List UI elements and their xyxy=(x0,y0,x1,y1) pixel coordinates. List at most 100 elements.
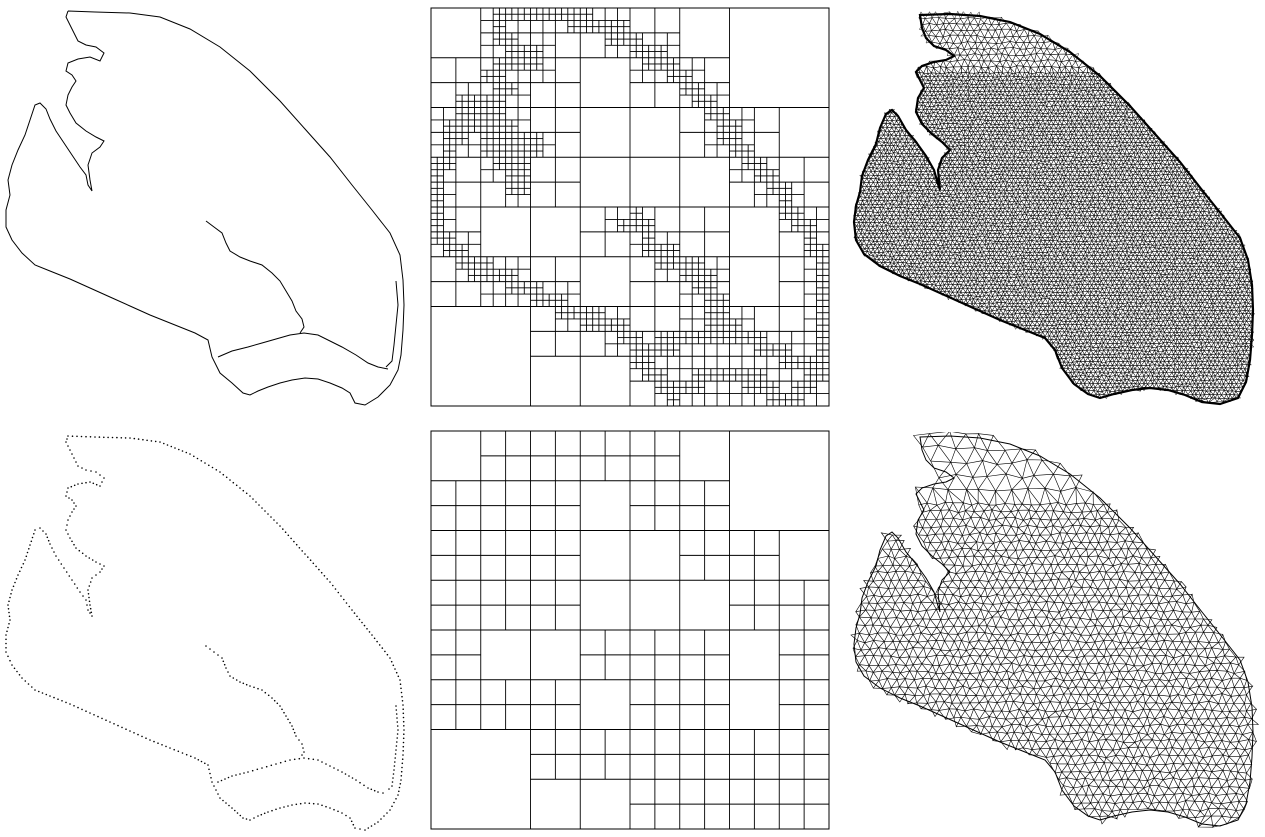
boundary-point xyxy=(209,772,211,775)
boundary-point xyxy=(284,760,287,763)
boundary-point xyxy=(249,495,251,497)
boundary-point xyxy=(290,537,292,540)
boundary-point xyxy=(312,758,315,761)
boundary-point xyxy=(333,767,335,769)
boundary-point xyxy=(51,547,53,549)
boundary-point xyxy=(395,709,398,711)
boundary-outline-coarse xyxy=(5,435,405,831)
boundary-point xyxy=(364,829,366,831)
boundary-point xyxy=(333,808,335,811)
boundary-point xyxy=(178,448,180,451)
boundary-point xyxy=(99,485,101,487)
boundary-point xyxy=(337,591,340,594)
boundary-point xyxy=(392,773,395,775)
mesh-triangles xyxy=(850,432,1260,828)
boundary-point xyxy=(88,600,91,603)
boundary-point xyxy=(282,528,284,530)
boundary-point xyxy=(86,604,88,606)
boundary-point xyxy=(301,743,303,745)
boundary-point xyxy=(60,563,63,565)
boundary-point xyxy=(16,670,18,673)
boundary-point xyxy=(5,642,7,645)
boundary-point xyxy=(399,679,401,681)
boundary-point xyxy=(145,737,147,739)
boundary-point xyxy=(220,779,223,782)
boundary-point xyxy=(85,435,87,438)
boundary-point xyxy=(258,504,260,506)
boundary-point xyxy=(325,763,327,765)
boundary-point xyxy=(402,754,404,756)
boundary-point xyxy=(79,591,81,593)
boundary-point xyxy=(189,453,191,455)
boundary-point xyxy=(81,708,83,711)
boundary-point xyxy=(210,777,212,779)
boundary-point xyxy=(89,581,92,583)
boundary-point xyxy=(345,814,347,817)
boundary-point xyxy=(235,484,238,487)
boundary-point xyxy=(403,729,405,731)
boundary-point xyxy=(137,733,139,736)
boundary-point xyxy=(224,778,226,780)
boundary-point xyxy=(77,706,79,709)
boundary-point xyxy=(28,548,30,550)
boundary-point xyxy=(200,760,203,763)
boundary-point xyxy=(402,712,405,715)
boundary-point xyxy=(337,810,339,813)
boundary-point xyxy=(109,721,111,723)
boundary-point xyxy=(208,768,210,771)
boundary-point xyxy=(68,497,70,499)
boundary-point xyxy=(392,664,395,667)
boundary-point xyxy=(276,702,279,705)
boundary-point xyxy=(73,457,75,459)
boundary-point xyxy=(161,744,163,746)
boundary-point xyxy=(401,758,404,760)
boundary-point xyxy=(219,471,221,473)
boundary-point xyxy=(225,802,227,804)
boundary-point xyxy=(33,533,35,535)
boundary-point xyxy=(95,483,98,486)
boundary-point xyxy=(77,483,79,485)
boundary-point xyxy=(113,723,115,725)
boundary-point xyxy=(261,767,263,769)
boundary-point xyxy=(10,593,12,595)
boundary-point xyxy=(383,815,385,817)
boundary-point xyxy=(298,739,300,741)
boundary-point xyxy=(12,585,15,588)
boundary-point xyxy=(239,814,242,817)
boundary-point xyxy=(6,630,8,633)
boundary-point xyxy=(304,802,306,804)
boundary-point xyxy=(61,700,63,702)
boundary-point xyxy=(75,461,77,463)
boundary-point xyxy=(320,571,323,574)
boundary-point xyxy=(46,536,49,539)
boundary-point xyxy=(107,436,109,439)
boundary-point xyxy=(395,713,398,715)
boundary-point xyxy=(291,804,293,806)
boundary-point xyxy=(393,765,396,767)
boundary-point xyxy=(312,562,315,565)
boundary-point xyxy=(236,812,239,814)
boundary-point xyxy=(39,527,41,529)
boundary-point xyxy=(397,729,399,731)
boundary-point xyxy=(295,803,298,806)
boundary-point xyxy=(394,753,397,755)
boundary-point xyxy=(378,644,381,646)
boundary-point xyxy=(85,599,87,601)
boundary-point xyxy=(99,571,101,573)
boundary-point xyxy=(345,602,348,604)
boundary-point xyxy=(325,805,327,808)
boundary-point xyxy=(149,739,151,741)
boundary-point xyxy=(361,621,363,624)
boundary-point xyxy=(221,657,223,659)
boundary-point xyxy=(256,768,259,771)
boundary-point xyxy=(174,447,176,449)
boundary-point xyxy=(397,794,399,796)
boundary-point xyxy=(283,711,285,714)
boundary-point xyxy=(303,757,305,759)
boundary-point xyxy=(217,781,219,783)
boundary-point xyxy=(24,680,27,682)
boundary-point xyxy=(402,716,405,719)
boundary-point xyxy=(242,817,244,819)
boundary-point xyxy=(67,533,69,535)
boundary-point xyxy=(393,801,395,804)
